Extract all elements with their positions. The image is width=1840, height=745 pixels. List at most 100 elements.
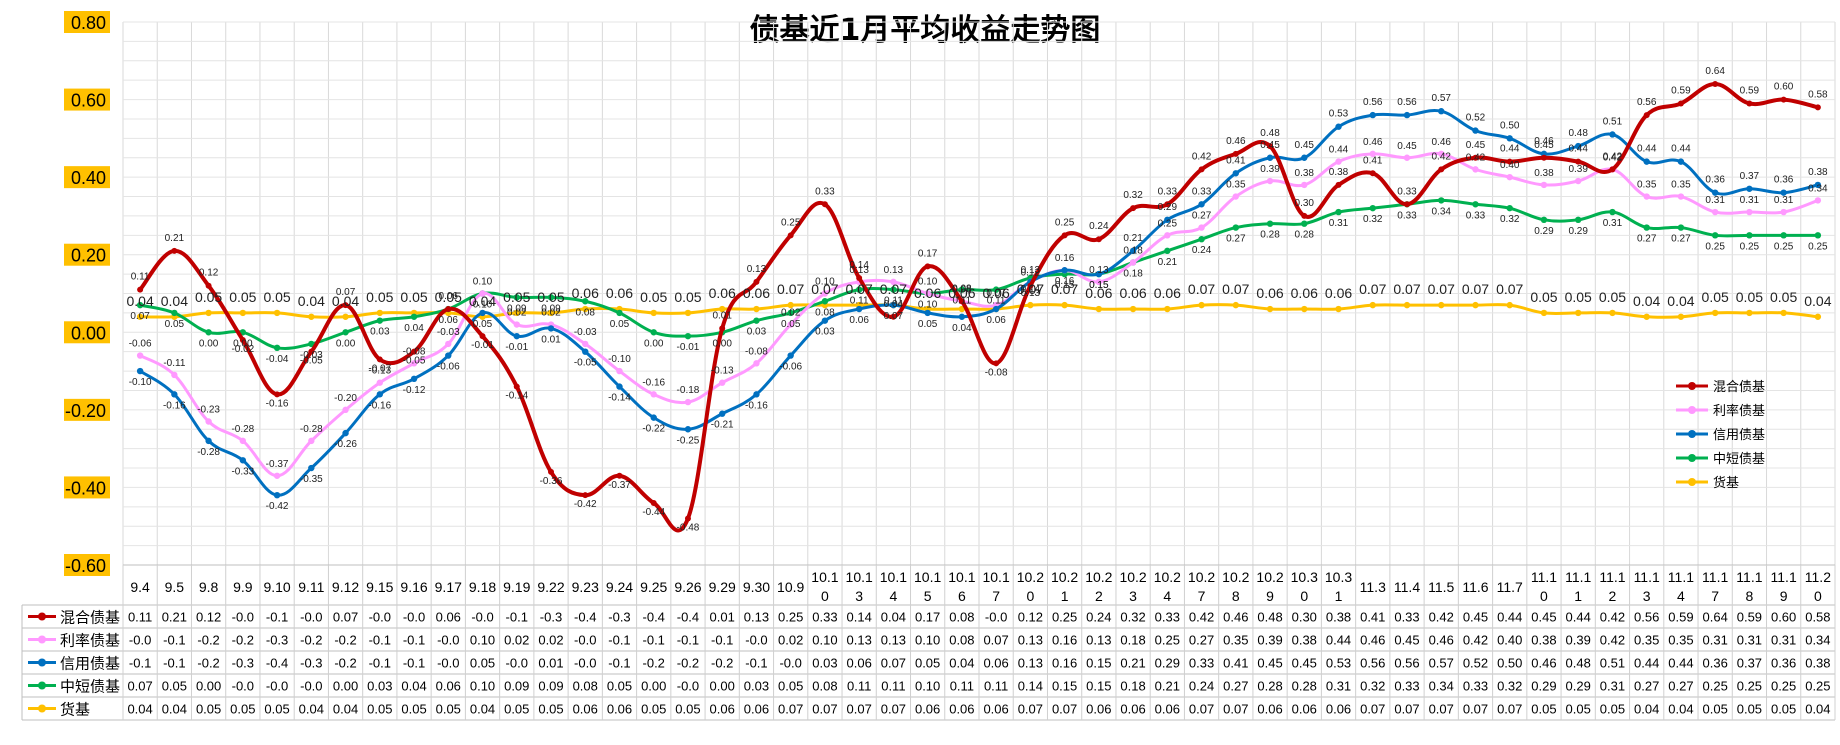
- data-point: [171, 247, 178, 254]
- data-point: [1198, 224, 1205, 231]
- data-label: 0.15: [1055, 280, 1075, 291]
- table-cell: 0.08: [949, 610, 974, 625]
- data-label: -0.26: [334, 439, 357, 450]
- data-point: [1198, 201, 1205, 208]
- x-tick-label: 9.29: [709, 579, 736, 595]
- table-cell: 0.53: [1326, 656, 1351, 671]
- x-tick-label: 10.1: [880, 569, 907, 585]
- table-cell: 0.05: [470, 656, 495, 671]
- data-label: 0.10: [473, 277, 493, 288]
- table-cell: 0.21: [1120, 656, 1145, 671]
- table-cell: 0.04: [333, 702, 358, 717]
- data-label: 0.34: [1432, 206, 1452, 217]
- data-point: [1095, 278, 1103, 286]
- data-point: [205, 282, 212, 289]
- data-point: [171, 371, 178, 379]
- data-label: 0.05: [503, 289, 530, 305]
- table-cell: 0.46: [1223, 610, 1248, 625]
- table-cell: -0.3: [540, 610, 562, 625]
- data-label: 0.06: [1119, 285, 1146, 301]
- data-label: -0.23: [197, 404, 220, 415]
- table-cell: 0.21: [162, 610, 187, 625]
- y-tick: 0.60: [64, 88, 110, 111]
- table-cell: -0.2: [197, 656, 219, 671]
- data-point: [308, 464, 315, 472]
- table-cell: 0.29: [1566, 679, 1591, 694]
- data-label: 0.25: [781, 217, 801, 228]
- data-label: -0.22: [642, 424, 665, 435]
- table-cell: 0.11: [881, 679, 905, 694]
- table-cell: -0.0: [677, 679, 699, 694]
- table-cell: -0.2: [197, 633, 219, 648]
- table-cell: 0.59: [1737, 610, 1762, 625]
- data-point: [924, 309, 931, 317]
- data-point: [1232, 193, 1240, 200]
- data-point: [992, 286, 1000, 293]
- table-cell: 0.06: [1257, 702, 1282, 717]
- data-label: 0.27: [1226, 234, 1246, 245]
- data-point: [1472, 301, 1479, 309]
- data-label: 0.35: [1671, 180, 1691, 191]
- data-point: [1677, 158, 1685, 165]
- data-label: 0.15: [1089, 280, 1109, 291]
- table-cell: 0.25: [778, 610, 803, 625]
- data-point: [1129, 247, 1137, 255]
- x-tick-label: 10.2: [1256, 569, 1283, 585]
- data-label: 0.05: [1599, 289, 1626, 305]
- data-label: 0.10: [918, 300, 938, 311]
- data-label: -0.08: [403, 346, 426, 357]
- data-label: 0.64: [1705, 66, 1725, 77]
- data-point: [1438, 108, 1445, 115]
- data-label: 0.04: [1667, 293, 1694, 309]
- table-cell: -0.0: [437, 633, 459, 648]
- table-row-header: 混合债基: [28, 610, 120, 627]
- data-label: 0.42: [1432, 151, 1452, 162]
- data-point: [753, 317, 760, 324]
- x-tick-label: 5: [924, 588, 932, 604]
- data-point: [1129, 259, 1137, 266]
- data-point: [1301, 154, 1308, 161]
- table-cell: 0.04: [162, 702, 187, 717]
- table-cell: 0.42: [1600, 610, 1625, 625]
- data-label: 0.27: [1637, 234, 1657, 245]
- data-point: [650, 499, 657, 506]
- table-cell: 0.03: [744, 679, 769, 694]
- data-point: [1164, 247, 1171, 255]
- data-point: [582, 340, 589, 348]
- data-point: [1677, 100, 1684, 107]
- table-cell: -0.0: [266, 679, 288, 694]
- table-cell: 0.05: [1703, 702, 1728, 717]
- table-cell: 0.06: [1120, 702, 1145, 717]
- legend-item: 中短债基: [1676, 451, 1765, 466]
- data-label: 0.35: [1226, 180, 1246, 191]
- data-point: [821, 298, 829, 305]
- series-line-2: [139, 151, 1819, 478]
- table-cell: 0.05: [675, 702, 700, 717]
- legend-label: 信用债基: [1713, 427, 1765, 442]
- table-cell: 0.10: [915, 679, 940, 694]
- data-point: [1643, 193, 1650, 200]
- data-label: 0.10: [815, 277, 835, 288]
- data-label: 0.16: [1055, 276, 1075, 287]
- table-cell: 0.05: [1771, 702, 1796, 717]
- data-point: [273, 309, 281, 317]
- data-point: [1438, 301, 1445, 309]
- data-label: 0.06: [1291, 285, 1318, 301]
- table-cell: 0.48: [1566, 656, 1591, 671]
- data-label: 0.12: [1021, 268, 1041, 279]
- data-label: 0.42: [1466, 152, 1486, 163]
- table-cell: 0.36: [1771, 656, 1796, 671]
- data-label: -0.07: [368, 363, 391, 374]
- data-label: 0.05: [1770, 289, 1797, 305]
- table-cell: 0.25: [1737, 679, 1762, 694]
- table-cell: 0.44: [1497, 610, 1522, 625]
- data-label: 0.05: [610, 319, 630, 330]
- data-label: 0.56: [1637, 97, 1657, 108]
- data-point: [273, 344, 281, 351]
- data-point: [1369, 150, 1376, 158]
- x-tick-label: 1: [1061, 588, 1069, 604]
- data-point: [684, 426, 692, 433]
- data-label: -0.16: [368, 400, 391, 411]
- data-label: 0.07: [130, 311, 150, 322]
- table-cell: -0.0: [985, 610, 1007, 625]
